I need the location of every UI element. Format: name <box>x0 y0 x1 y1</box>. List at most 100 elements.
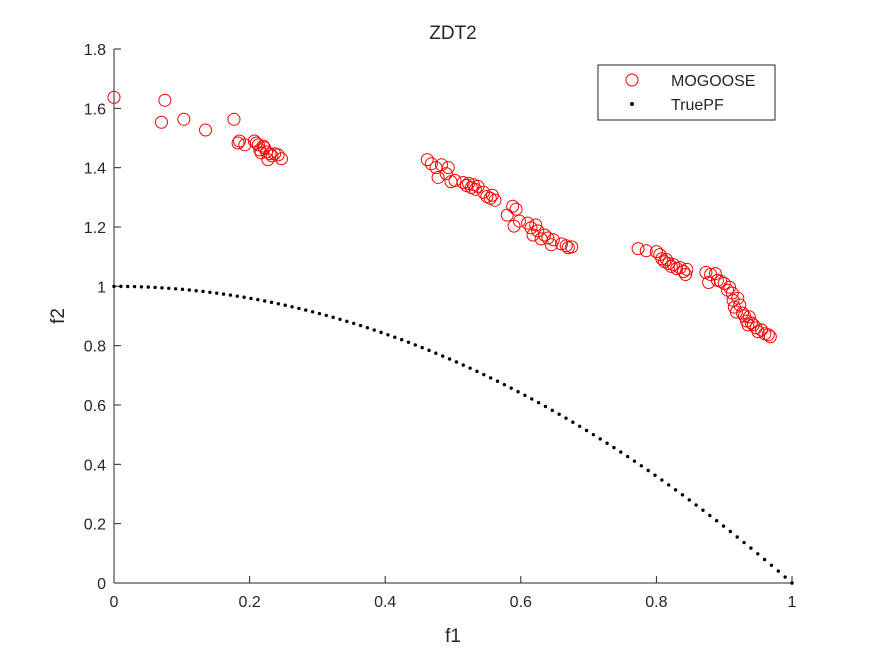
mogoose-point <box>439 167 453 181</box>
x-tick-label: 0.2 <box>238 594 260 611</box>
x-tick-label: 1 <box>788 594 797 611</box>
truepf-point <box>536 400 541 405</box>
truepf-point <box>571 420 575 424</box>
mogoose-point <box>531 224 545 238</box>
truepf-point <box>461 363 465 367</box>
mogoose-point <box>154 115 168 129</box>
truepf-point <box>577 424 582 428</box>
truepf-point <box>776 569 781 573</box>
mogoose-point <box>751 325 765 339</box>
truepf-point <box>187 288 192 292</box>
y-tick-label: 0.8 <box>84 339 106 356</box>
truepf-point <box>180 287 185 292</box>
mogoose-point <box>680 262 694 276</box>
truepf-point <box>625 454 630 459</box>
mogoose-point <box>723 280 737 294</box>
mogoose-point <box>565 240 579 254</box>
truepf-point <box>680 493 685 497</box>
truepf-point <box>639 464 644 468</box>
mogoose-point <box>456 176 470 189</box>
mogoose-point <box>506 199 520 213</box>
truepf-point <box>619 450 623 454</box>
truepf-point <box>297 306 301 311</box>
mogoose-point <box>488 193 502 207</box>
truepf-point <box>153 285 157 290</box>
y-tick-label: 0.4 <box>84 457 106 474</box>
mogoose-point <box>263 147 277 161</box>
mogoose-point <box>529 218 543 232</box>
x-tick-label: 0.8 <box>645 594 667 611</box>
mogoose-point <box>271 148 285 162</box>
truepf-point <box>728 529 733 534</box>
mogoose-point <box>631 242 645 256</box>
truepf-point <box>358 323 363 328</box>
y-tick-label: 1.8 <box>84 42 106 59</box>
chart-title: ZDT2 <box>429 23 477 44</box>
truepf-point <box>365 326 370 330</box>
truepf-point <box>119 284 123 289</box>
truepf-point <box>331 315 335 320</box>
mogoose-point <box>741 318 755 332</box>
truepf-point <box>132 284 137 289</box>
truepf-point <box>756 552 760 556</box>
truepf-point <box>714 519 719 523</box>
mogoose-point <box>666 258 680 272</box>
x-tick-label: 0.4 <box>374 594 396 611</box>
legend-label-mogoose: MOGOOSE <box>671 73 755 90</box>
mogoose-point <box>158 93 172 107</box>
truepf-point <box>393 335 397 339</box>
mogoose-point <box>541 231 555 245</box>
mogoose-point <box>265 149 279 163</box>
mogoose-point <box>507 219 521 233</box>
truepf-point <box>125 284 130 289</box>
mogoose-point <box>677 265 691 278</box>
mogoose-point <box>742 310 756 324</box>
truepf-point <box>701 508 705 512</box>
truepf-point <box>557 412 561 416</box>
truepf-point <box>201 289 205 294</box>
mogoose-point <box>431 170 445 184</box>
truepf-point <box>475 369 479 374</box>
truepf-point <box>256 297 260 302</box>
truepf-point <box>276 302 281 306</box>
mogoose-point <box>199 123 213 137</box>
mogoose-point <box>227 112 241 126</box>
truepf-point <box>530 397 534 401</box>
truepf-point <box>488 376 493 380</box>
truepf-point <box>290 305 294 309</box>
mogoose-point <box>480 189 494 203</box>
truepf-point <box>721 524 726 528</box>
truepf-point <box>564 416 568 420</box>
mogoose-point <box>731 291 745 305</box>
x-axis-label: f1 <box>445 626 461 647</box>
truepf-point <box>208 290 212 294</box>
truepf-point <box>221 292 226 296</box>
truepf-point <box>167 286 171 290</box>
truepf-point <box>139 285 144 289</box>
truepf-point <box>742 540 746 545</box>
y-tick-label: 1 <box>97 279 106 296</box>
truepf-point <box>694 503 698 507</box>
mogoose-point <box>763 330 777 344</box>
mogoose-point <box>729 305 743 319</box>
truepf-point <box>468 366 472 370</box>
truepf-point <box>550 408 555 413</box>
truepf-point <box>194 288 198 293</box>
truepf-point <box>399 338 404 342</box>
y-tick-label: 0.6 <box>84 398 106 415</box>
truepf-point <box>434 351 438 355</box>
truepf-point <box>687 498 691 502</box>
truepf-point <box>427 348 431 353</box>
mogoose-point <box>448 173 462 187</box>
truepf-point <box>783 575 787 579</box>
y-tick-label: 0.2 <box>84 517 106 534</box>
truepf-point <box>262 299 267 303</box>
truepf-point <box>146 285 150 289</box>
mogoose-point <box>177 112 191 126</box>
x-tick-label: 0.6 <box>510 594 532 611</box>
y-tick-label: 1.6 <box>84 101 106 118</box>
truepf-point <box>584 428 589 433</box>
truepf-point <box>605 441 609 445</box>
truepf-point <box>420 345 424 350</box>
